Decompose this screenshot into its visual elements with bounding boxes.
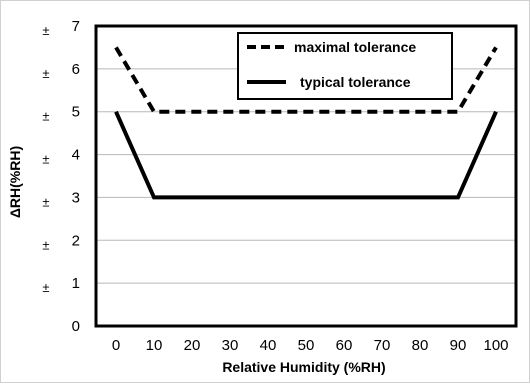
y-tick-label: 1 — [72, 275, 80, 292]
legend: maximal tolerance typical tolerance — [237, 32, 453, 100]
x-tick-label: 0 — [112, 337, 120, 354]
x-tick-label: 90 — [450, 337, 467, 354]
x-tick-label: 60 — [336, 337, 353, 354]
axes — [94, 24, 518, 328]
series-line-maximal-tolerance — [114, 46, 498, 114]
y-tick-plusminus: ± — [42, 194, 49, 209]
y-tick-label: 5 — [72, 104, 80, 121]
y-tick-label: 7 — [72, 18, 80, 35]
x-tick-label: 20 — [184, 337, 201, 354]
x-axis-label: Relative Humidity (%RH) — [222, 359, 385, 375]
series-line-typical-tolerance — [114, 110, 498, 200]
y-tick-plusminus: ± — [42, 109, 49, 124]
legend-label-typical: typical tolerance — [300, 74, 411, 90]
y-axis-label: ΔRH(%RH) — [7, 146, 23, 218]
y-tick-plusminus: ± — [42, 237, 49, 252]
x-tick-label: 70 — [374, 337, 391, 354]
y-tick-label: 3 — [72, 189, 80, 206]
legend-label-maximal: maximal tolerance — [294, 39, 416, 55]
series-lines — [114, 46, 498, 200]
x-tick-label: 50 — [298, 337, 315, 354]
plot-area-frame — [94, 24, 518, 328]
x-tick-label: 10 — [146, 337, 163, 354]
y-tick-plusminus: ± — [42, 152, 49, 167]
y-tick-plusminus: ± — [42, 280, 49, 295]
y-tick-label: 4 — [72, 147, 80, 164]
tick-labels: 0 1 ±2 ±3 ±4 ±5 ±6 ±7 ±0 10 20 30 40 50 60 70 80 90 100 — [42, 18, 508, 354]
x-tick-label: 40 — [260, 337, 277, 354]
legend-box — [237, 32, 453, 100]
y-tick-plusminus: ± — [42, 66, 49, 81]
y-tick-label: 2 — [72, 232, 80, 249]
x-tick-label: 30 — [222, 337, 239, 354]
x-tick-label: 80 — [412, 337, 429, 354]
y-tick-plusminus: ± — [42, 23, 49, 38]
x-tick-label: 100 — [483, 337, 508, 354]
y-tick-label: 6 — [72, 61, 80, 78]
y-tick-label: 0 — [72, 318, 80, 335]
